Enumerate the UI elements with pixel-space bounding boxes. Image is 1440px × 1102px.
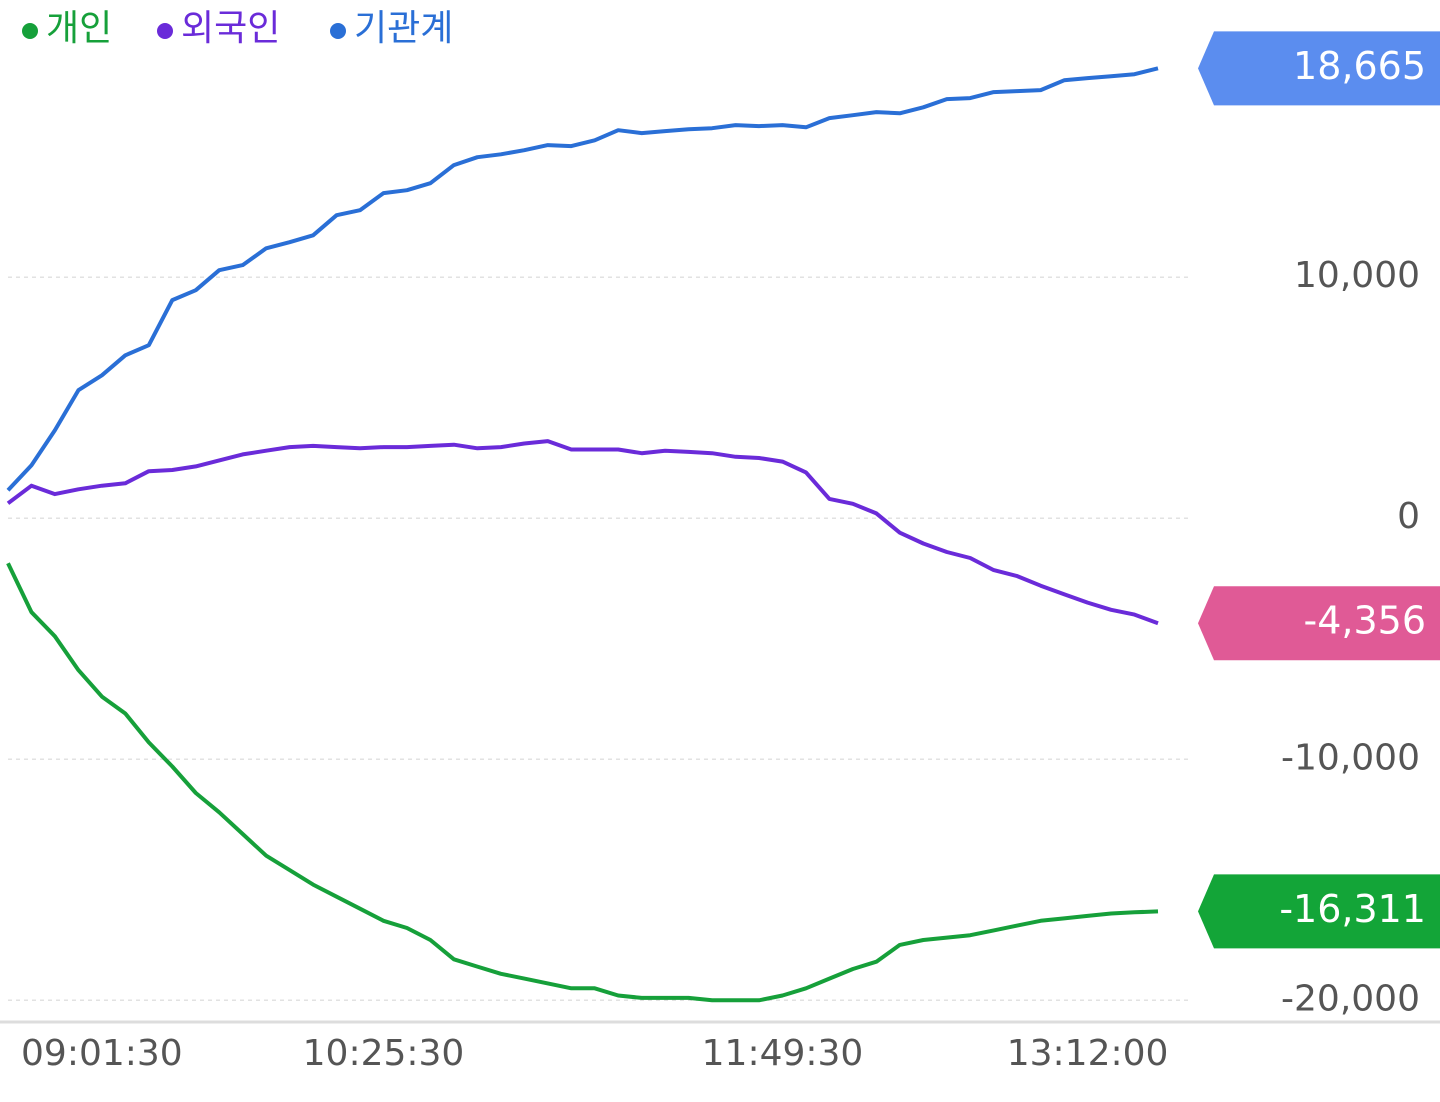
series-line (6, 439, 1159, 626)
y-tick-label: 10,000 (1294, 255, 1420, 296)
legend-label: 개인 (46, 8, 112, 49)
end-tag (1198, 586, 1440, 661)
x-tick-label: 13:12:00 (1007, 1033, 1169, 1074)
x-tick-label: 09:01:30 (21, 1033, 183, 1074)
y-tick-label: 0 (1397, 496, 1420, 537)
end-tag (1198, 874, 1440, 949)
end-tag-label: -16,311 (1279, 887, 1426, 931)
end-tag-label: 18,665 (1293, 44, 1426, 88)
end-tag (1198, 31, 1440, 106)
legend-marker (22, 23, 38, 39)
x-tick-label: 11:49:30 (702, 1033, 864, 1074)
x-tick-label: 10:25:30 (303, 1033, 465, 1074)
legend-label: 기관계 (354, 8, 453, 49)
y-tick-label: -20,000 (1281, 978, 1420, 1019)
y-tick-label: -10,000 (1281, 737, 1420, 778)
legend-label: 외국인 (181, 8, 280, 49)
series-line (6, 66, 1159, 492)
legend-marker (330, 23, 346, 39)
end-tag-label: -4,356 (1304, 599, 1427, 643)
series-line (6, 562, 1159, 1003)
legend-marker (157, 23, 173, 39)
